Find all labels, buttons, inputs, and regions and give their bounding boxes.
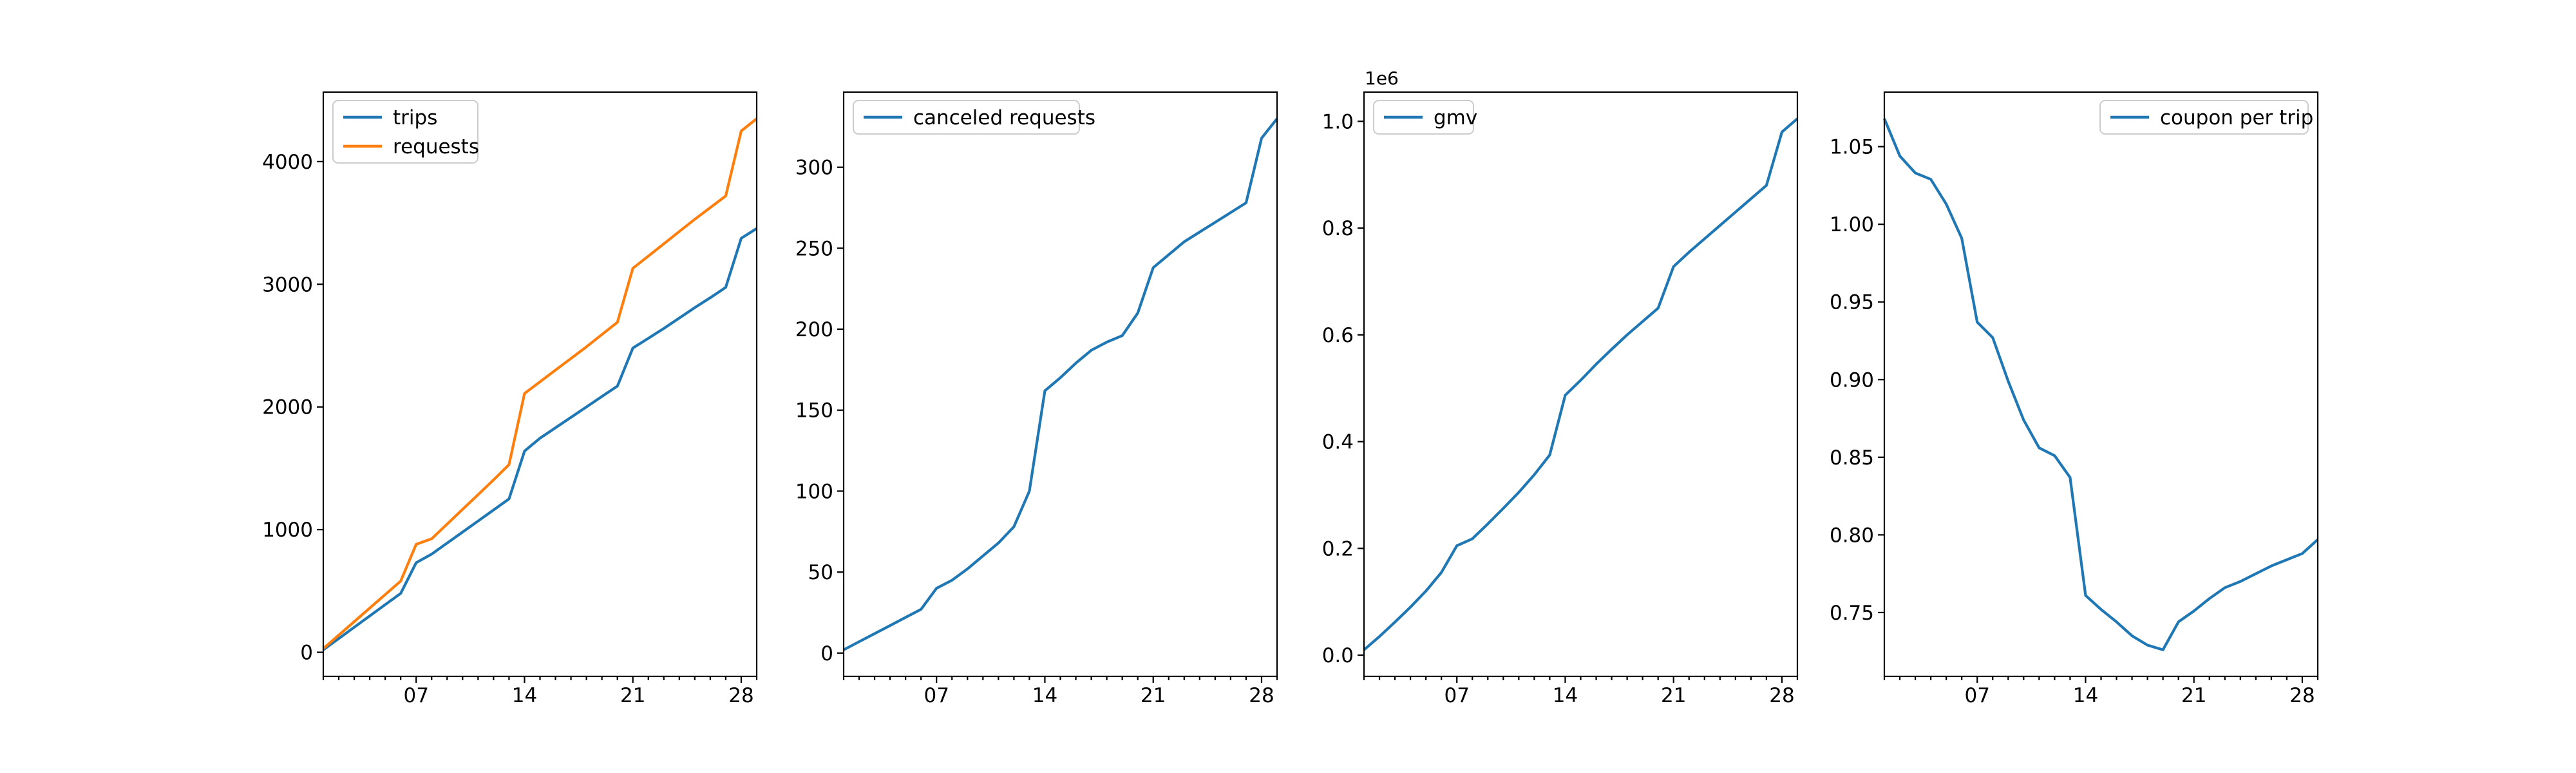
y-tick-label: 0	[300, 642, 313, 665]
trips-line	[322, 227, 758, 651]
legend-label-coupon-per-trip: coupon per trip	[2160, 106, 2313, 129]
y-tick-label: 0.4	[1322, 431, 1354, 454]
x-tick-label: 07	[923, 684, 949, 707]
x-tick-label: 28	[1249, 684, 1274, 707]
legend-label-trips: trips	[393, 106, 437, 129]
x-tick-label: 28	[728, 684, 753, 707]
x-tick-label: 14	[2073, 684, 2098, 707]
y-tick-label: 0.85	[1830, 446, 1874, 470]
y-tick-label: 300	[795, 157, 833, 180]
y-tick-label: 50	[808, 561, 833, 584]
legend: gmv	[1373, 100, 1477, 135]
y-tick-label: 200	[795, 318, 833, 341]
y-tick-label: 250	[795, 237, 833, 260]
chart-1: 07 14 21 28 0 1000 2000 3000 4000 trips requests	[262, 91, 758, 707]
x-tick-label: 14	[512, 684, 537, 707]
y-axis-offset-label: 1e6	[1365, 68, 1399, 89]
y-tick-label: 0	[820, 642, 833, 665]
x-tick-label: 14	[1553, 684, 1578, 707]
chart-2: 07 14 21 28 0 50 100 150 200 250 300 canceled reque…	[795, 91, 1278, 707]
legend: coupon per trip	[2099, 100, 2313, 135]
x-tick-label: 28	[2289, 684, 2315, 707]
y-tick-label: 4000	[262, 151, 313, 174]
axes-spines	[1363, 91, 1799, 678]
coupon-per-trip-line	[1883, 118, 2319, 651]
x-tick-label: 21	[1141, 684, 1166, 707]
axes-spines	[322, 91, 758, 678]
legend-label-requests: requests	[393, 135, 479, 158]
legend: trips requests	[332, 100, 479, 164]
axes-spines	[842, 91, 1278, 678]
y-tick-label: 0.90	[1830, 368, 1874, 392]
legend-label-canceled-requests: canceled requests	[913, 106, 1095, 129]
y-tick-label: 0.2	[1322, 537, 1354, 560]
legend-box	[2099, 100, 2309, 135]
x-tick-label: 28	[1769, 684, 1794, 707]
y-tick-label: 2000	[262, 396, 313, 419]
chart-4: 07 14 21 28 0.75 0.80 0.85 0.90 0.95 1.00 1.05 coup…	[1830, 91, 2319, 707]
requests-line	[322, 117, 758, 650]
x-tick-label: 07	[1964, 684, 1989, 707]
y-tick-label: 0.8	[1322, 217, 1354, 240]
y-tick-label: 0.0	[1322, 644, 1354, 667]
y-tick-label: 0.75	[1830, 602, 1874, 625]
legend-box	[1373, 100, 1474, 135]
legend: canceled requests	[853, 100, 1095, 135]
y-tick-label: 0.95	[1830, 291, 1874, 314]
y-tick-label: 150	[795, 399, 833, 423]
x-tick-label: 07	[403, 684, 428, 707]
axes-spines	[1883, 91, 2319, 678]
y-tick-label: 0.6	[1322, 324, 1354, 347]
y-tick-label: 3000	[262, 273, 313, 296]
gmv-line	[1363, 117, 1799, 651]
legend-label-gmv: gmv	[1434, 106, 1477, 129]
y-tick-label: 0.80	[1830, 524, 1874, 547]
x-tick-label: 21	[620, 684, 645, 707]
y-tick-label: 1.00	[1830, 213, 1874, 236]
canceled-requests-line	[843, 117, 1278, 651]
x-tick-label: 21	[1661, 684, 1686, 707]
x-tick-label: 14	[1032, 684, 1057, 707]
legend-box	[853, 100, 1080, 135]
y-tick-label: 1.0	[1322, 110, 1354, 133]
chart-3: 07 14 21 28 0.0 0.2 0.4 0.6 0.8 1.0 1e6 gmv	[1322, 68, 1799, 707]
y-tick-label: 1000	[262, 519, 313, 542]
x-tick-label: 21	[2181, 684, 2206, 707]
y-tick-label: 1.05	[1830, 136, 1874, 159]
x-tick-label: 07	[1444, 684, 1469, 707]
y-tick-label: 100	[795, 480, 833, 503]
